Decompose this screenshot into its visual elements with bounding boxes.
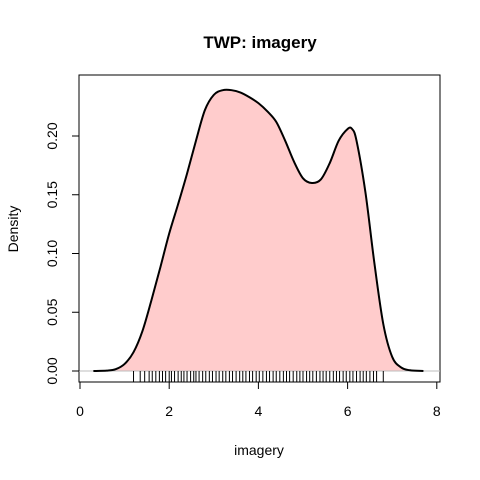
plot-area — [79, 88, 440, 372]
y-tick-label: 0.20 — [44, 122, 60, 149]
x-tick-label: 6 — [344, 403, 352, 419]
rug-marks — [133, 371, 384, 382]
x-axis-label: imagery — [234, 442, 284, 458]
x-tick-label: 2 — [165, 403, 173, 419]
x-tick-label: 8 — [433, 403, 441, 419]
y-tick-label: 0.10 — [44, 240, 60, 267]
y-tick-label: 0.05 — [44, 298, 60, 325]
chart-title: TWP: imagery — [203, 33, 317, 52]
y-axis-label: Density — [5, 206, 21, 253]
y-axis: 0.00 0.05 0.10 0.15 0.20 — [44, 122, 80, 385]
x-tick-label: 4 — [255, 403, 263, 419]
density-curve — [93, 88, 424, 372]
x-tick-label: 0 — [76, 403, 84, 419]
y-tick-label: 0.15 — [44, 181, 60, 208]
x-axis: 0 2 4 6 8 — [76, 381, 441, 419]
density-fill — [93, 89, 424, 371]
y-tick-label: 0.00 — [44, 357, 60, 384]
